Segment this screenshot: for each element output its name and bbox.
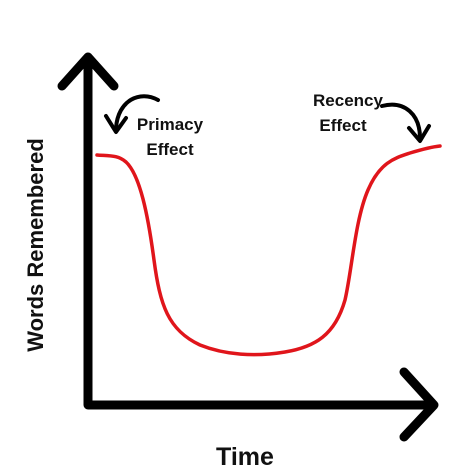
annotation-line: Effect [146,140,194,159]
recency-arrow [380,102,422,140]
annotation-line: Primacy [137,115,204,134]
axes [83,53,437,410]
x-axis-label: Time [216,443,274,471]
y-arrowhead [57,52,119,91]
primacy-arrow [114,94,160,130]
primacy-arrowhead [104,114,128,134]
annotation-line: Recency [313,91,383,110]
y-axis-label: Words Remembered [23,138,48,352]
recency-arrowhead [407,124,431,143]
serial-position-curve [95,144,442,357]
x-arrowhead [399,367,439,442]
annotation-line: Effect [319,116,367,135]
